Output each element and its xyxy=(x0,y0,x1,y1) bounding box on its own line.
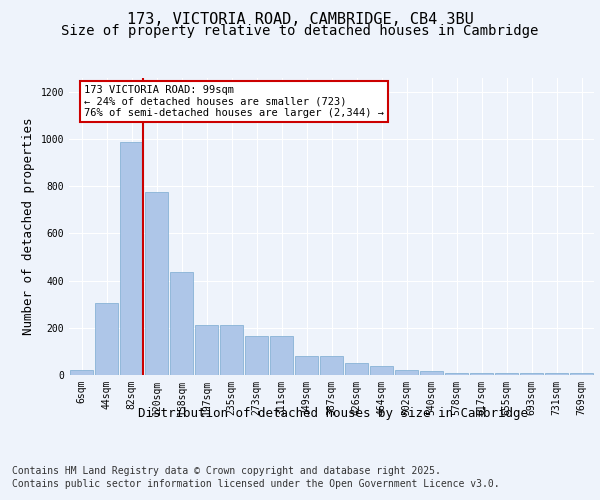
Bar xyxy=(370,366,393,375)
Bar xyxy=(295,356,318,375)
Bar xyxy=(245,336,268,375)
Bar xyxy=(470,372,493,375)
Bar xyxy=(120,142,143,375)
Bar xyxy=(495,372,518,375)
Bar xyxy=(570,372,593,375)
Bar xyxy=(345,363,368,375)
Y-axis label: Number of detached properties: Number of detached properties xyxy=(22,118,35,335)
Text: Size of property relative to detached houses in Cambridge: Size of property relative to detached ho… xyxy=(61,24,539,38)
Bar xyxy=(320,356,343,375)
Bar xyxy=(70,370,93,375)
Text: Contains public sector information licensed under the Open Government Licence v3: Contains public sector information licen… xyxy=(12,479,500,489)
Bar xyxy=(220,326,243,375)
Bar xyxy=(395,370,418,375)
Bar xyxy=(95,303,118,375)
Bar xyxy=(520,372,543,375)
Text: Distribution of detached houses by size in Cambridge: Distribution of detached houses by size … xyxy=(138,408,528,420)
Bar xyxy=(270,336,293,375)
Text: 173, VICTORIA ROAD, CAMBRIDGE, CB4 3BU: 173, VICTORIA ROAD, CAMBRIDGE, CB4 3BU xyxy=(127,12,473,28)
Bar xyxy=(145,192,168,375)
Bar xyxy=(195,326,218,375)
Text: 173 VICTORIA ROAD: 99sqm
← 24% of detached houses are smaller (723)
76% of semi-: 173 VICTORIA ROAD: 99sqm ← 24% of detach… xyxy=(84,85,384,118)
Bar xyxy=(170,272,193,375)
Text: Contains HM Land Registry data © Crown copyright and database right 2025.: Contains HM Land Registry data © Crown c… xyxy=(12,466,441,476)
Bar xyxy=(420,371,443,375)
Bar xyxy=(545,372,568,375)
Bar xyxy=(445,372,468,375)
